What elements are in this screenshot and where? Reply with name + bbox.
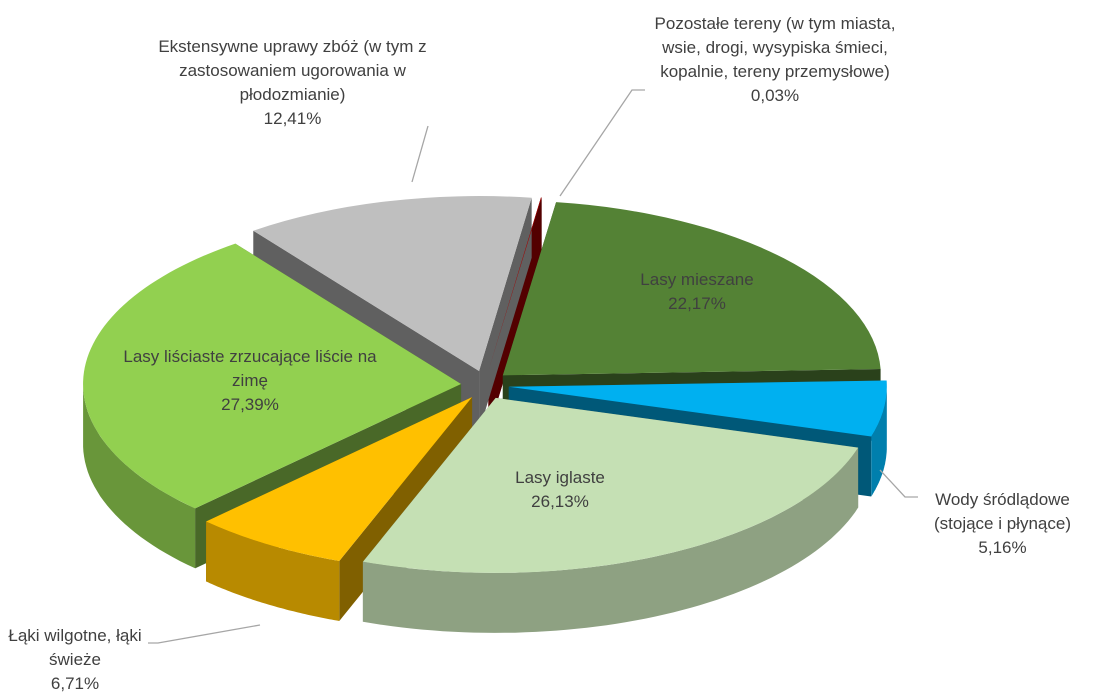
category-label: Lasy liściaste zrzucające liście na zimę xyxy=(123,347,377,390)
value-label: 12,41% xyxy=(263,109,322,128)
slice xyxy=(83,243,462,509)
slice-label: Lasy iglaste 26,13% xyxy=(460,466,660,514)
leader-line xyxy=(148,624,261,644)
slice xyxy=(253,196,532,372)
category-label: Ekstensywne uprawy zbóż (w tym z zastoso… xyxy=(158,37,427,104)
slice-label: Wody śródlądowe (stojące i płynące) 5,16% xyxy=(915,488,1090,560)
leader-line xyxy=(411,125,429,183)
value-label: 5,16% xyxy=(978,538,1027,557)
value-label: 22,17% xyxy=(668,294,726,313)
value-label: 27,39% xyxy=(221,395,279,414)
category-label: Pozostałe tereny (w tym miasta, wsie, dr… xyxy=(654,14,896,81)
slice-label: Pozostałe tereny (w tym miasta, wsie, dr… xyxy=(640,12,910,108)
leader-line xyxy=(559,89,645,197)
slice-label: Lasy liściaste zrzucające liście na zimę… xyxy=(120,345,380,417)
slice-side xyxy=(479,197,532,432)
category-label: Wody śródlądowe (stojące i płynące) xyxy=(933,490,1071,533)
slice xyxy=(508,380,887,437)
slice xyxy=(206,397,473,561)
category-label: Łąki wilgotne, łąki świeże xyxy=(8,626,142,669)
slice-label: Łąki wilgotne, łąki świeże 6,71% xyxy=(5,624,145,692)
category-label: Lasy mieszane xyxy=(640,270,754,289)
slice xyxy=(488,197,542,371)
slice-wall xyxy=(83,386,196,569)
leader-line xyxy=(879,469,918,498)
slice-label: Ekstensywne uprawy zbóż (w tym z zastoso… xyxy=(150,35,435,131)
slice-label: Lasy mieszane 22,17% xyxy=(597,268,797,316)
slice-wall xyxy=(362,447,859,633)
value-label: 26,13% xyxy=(531,492,589,511)
slice xyxy=(502,202,881,376)
slice-wall xyxy=(206,521,340,621)
slices xyxy=(83,196,887,633)
value-label: 0,03% xyxy=(750,86,800,105)
value-label: 6,71% xyxy=(50,674,100,692)
slice-wall xyxy=(871,387,887,497)
category-label: Lasy iglaste xyxy=(515,468,605,487)
slice xyxy=(362,397,859,573)
